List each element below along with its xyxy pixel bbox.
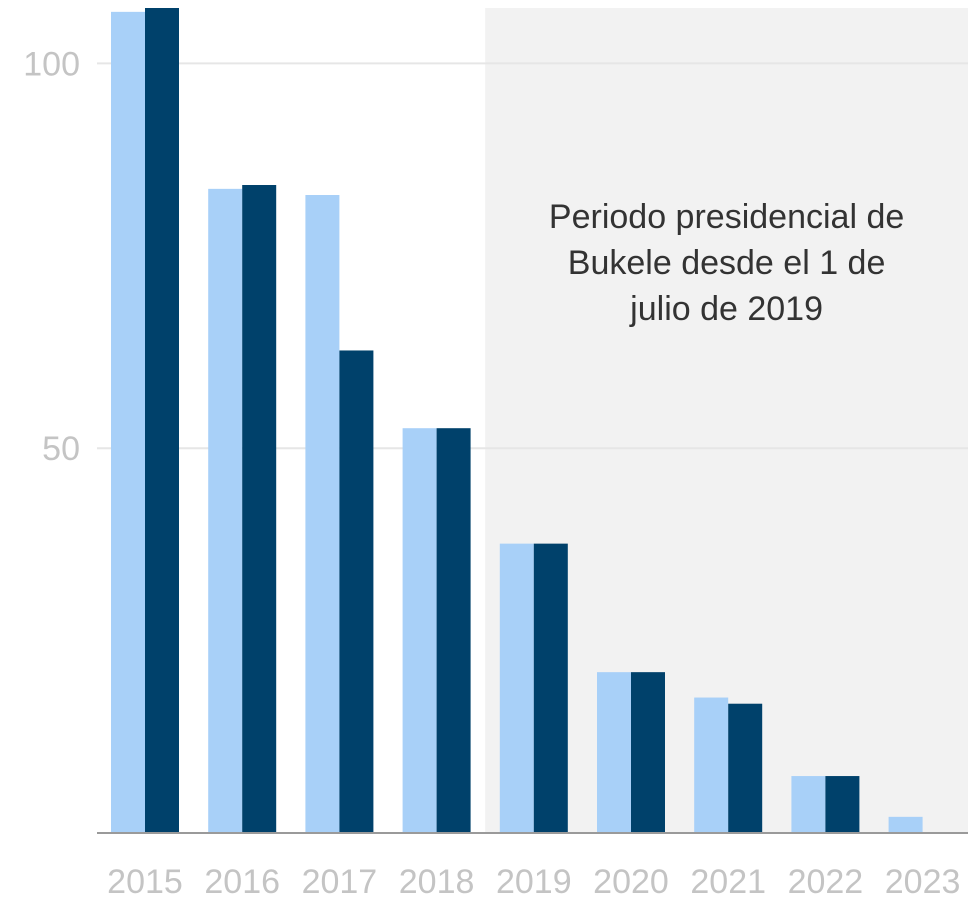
x-tick-label: 2021: [690, 863, 766, 897]
bar-2019-series2: [534, 544, 568, 833]
x-tick-label: 2016: [204, 863, 280, 897]
bar-2018-series2: [437, 428, 471, 833]
bar-2016-series2: [242, 185, 276, 833]
bar-2021-series1: [694, 698, 728, 833]
x-tick-label: 2017: [302, 863, 378, 897]
bar-2022-series1: [791, 776, 825, 833]
x-tick-label: 2022: [788, 863, 864, 897]
bar-2016-series1: [208, 189, 242, 833]
x-tick-label: 2015: [107, 863, 183, 897]
bar-2018-series1: [403, 428, 437, 833]
bar-2021-series2: [728, 704, 762, 833]
x-tick-labels: 2015 2016 2017 2018 2019 2020 2021 2022 2023: [107, 863, 960, 897]
bar-2023-series1: [889, 817, 923, 833]
bar-2015-series1: [111, 12, 145, 833]
bar-2022-series2: [825, 776, 859, 833]
annotation-line: julio de 2019: [629, 290, 823, 328]
bar-2017-series2: [339, 350, 373, 833]
bar-2020-series1: [597, 672, 631, 833]
bar-2019-series1: [500, 544, 534, 833]
x-tick-label: 2023: [885, 863, 961, 897]
y-tick-label: 100: [23, 45, 80, 83]
y-tick-labels: 50 100: [23, 45, 80, 468]
bar-2015-series2: [145, 8, 179, 833]
y-tick-label: 50: [42, 430, 80, 468]
bar-2020-series2: [631, 672, 665, 833]
x-tick-label: 2020: [593, 863, 669, 897]
annotation-line: Periodo presidencial de: [549, 198, 904, 236]
annotation-line: Bukele desde el 1 de: [568, 244, 886, 282]
x-tick-label: 2019: [496, 863, 572, 897]
x-tick-label: 2018: [399, 863, 475, 897]
bar-2017-series1: [305, 195, 339, 833]
